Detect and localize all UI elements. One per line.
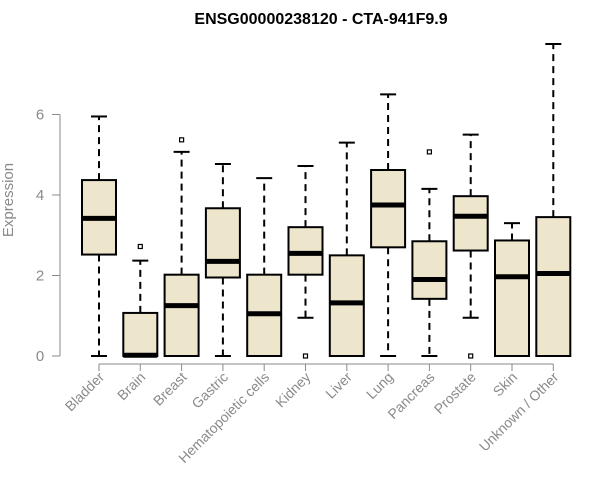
box-rect — [204, 207, 241, 279]
outlier-point — [468, 353, 474, 359]
x-tick-label: Brain — [114, 369, 148, 403]
outlier-point — [302, 353, 309, 359]
x-tick-label: Lung — [363, 369, 396, 402]
x-tick-label: Liver — [322, 369, 355, 402]
box-skin — [494, 222, 530, 357]
outlier-point — [426, 149, 432, 155]
box-rect — [370, 169, 407, 249]
box-rect — [535, 216, 572, 357]
chart-title: ENSG00000238120 - CTA-941F9.9 — [194, 11, 447, 28]
x-tick-label: Kidney — [272, 369, 314, 411]
y-axis: 0 2 4 6 — [36, 106, 61, 365]
x-tick-label: Skin — [490, 369, 521, 400]
box-liver — [328, 141, 365, 358]
outlier-point — [179, 137, 185, 143]
box-hematopoietic-cells — [246, 177, 283, 357]
box-rect — [452, 195, 489, 252]
x-tick-label: Bladder — [62, 369, 108, 415]
y-tick-label: 0 — [36, 348, 44, 365]
box-breast — [163, 137, 200, 357]
box-lung — [370, 93, 407, 357]
y-tick-label: 2 — [36, 267, 44, 284]
box-pancreas — [411, 149, 448, 357]
y-axis-label: Expression — [0, 163, 17, 237]
y-tick-label: 4 — [36, 187, 44, 204]
box-gastric — [204, 162, 241, 357]
y-tick-label: 6 — [36, 106, 44, 123]
box-brain — [122, 243, 159, 358]
outlier-point — [137, 243, 143, 250]
box-rect — [163, 273, 200, 357]
x-tick-label: Prostate — [431, 369, 479, 417]
box-prostate — [452, 133, 489, 359]
x-tick-label: Breast — [150, 369, 190, 409]
box-rect — [494, 239, 530, 357]
box-rect — [328, 254, 365, 358]
box-group — [81, 43, 572, 359]
box-rect — [122, 311, 159, 357]
box-rect — [411, 240, 448, 300]
box-unknown-other — [535, 43, 572, 357]
box-kidney — [287, 164, 324, 359]
box-bladder — [81, 115, 117, 357]
